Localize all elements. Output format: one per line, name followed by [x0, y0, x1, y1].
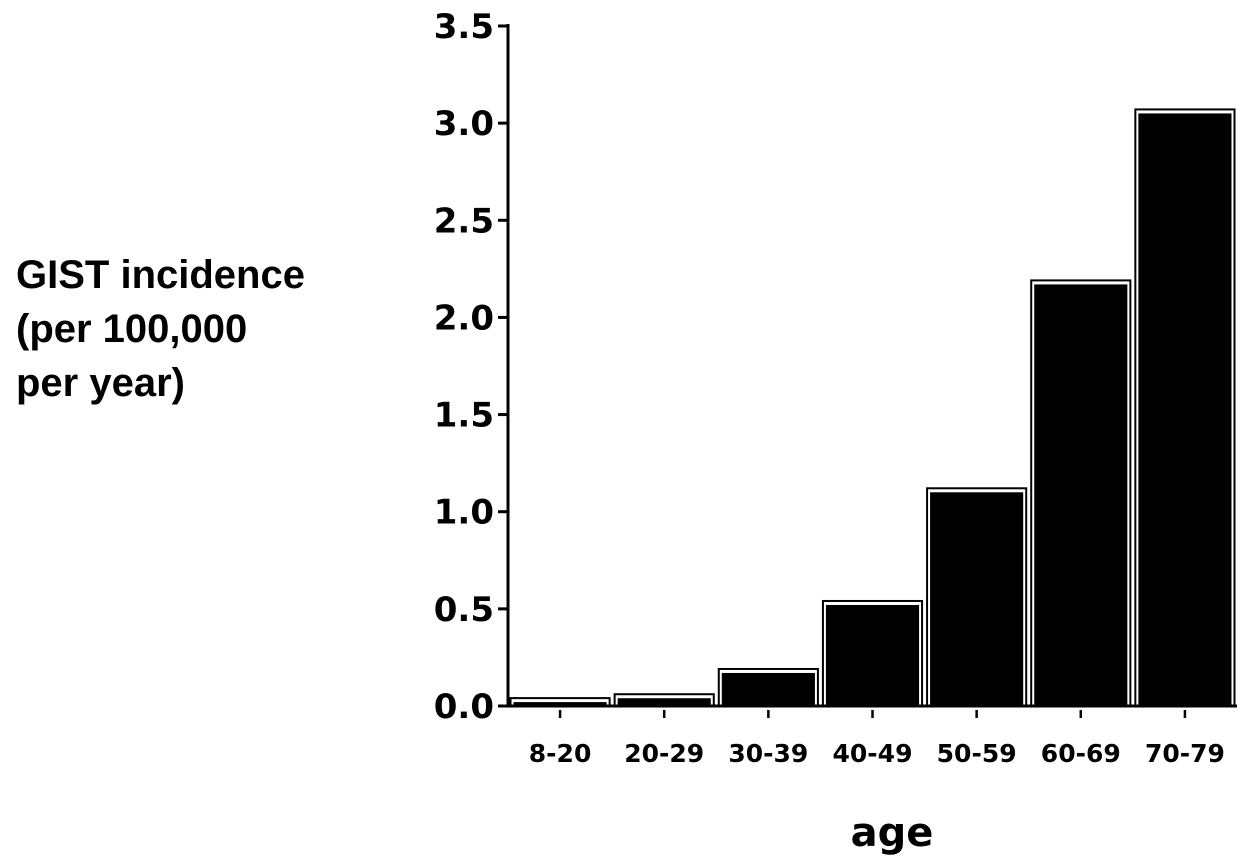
bar-30-39 — [717, 667, 819, 708]
bar-70-79 — [1134, 108, 1236, 707]
y-axis-ticks: 0.0 0.5 1.0 1.5 2.0 2.5 3.0 3.5 — [434, 7, 508, 727]
x-tick-label: 70-79 — [1145, 739, 1225, 768]
bar-fill — [930, 492, 1024, 706]
y-axis-title-line-2: (per 100,000 — [16, 307, 247, 351]
bar-fill — [721, 672, 815, 706]
bars — [509, 108, 1236, 708]
y-tick-label: 2.5 — [434, 201, 494, 241]
bar-60-69 — [1030, 279, 1132, 707]
y-tick-label: 1.5 — [434, 396, 494, 436]
y-tick-label: 2.0 — [434, 298, 494, 338]
bar-50-59 — [926, 487, 1028, 707]
axes — [506, 24, 1237, 708]
y-tick-label: 0.0 — [434, 687, 494, 727]
y-tick-label: 0.5 — [434, 590, 494, 630]
x-tick-label: 40-49 — [833, 739, 913, 768]
x-tick-label: 50-59 — [937, 739, 1017, 768]
bar-20-29 — [613, 693, 715, 708]
bar-fill — [825, 604, 920, 706]
x-tick-label: 8-20 — [529, 739, 592, 768]
y-tick-label: 3.5 — [434, 7, 494, 47]
bar-fill — [617, 698, 711, 706]
y-axis-title-line-1: GIST incidence — [16, 253, 305, 297]
x-tick-label: 60-69 — [1041, 739, 1121, 768]
x-axis-title: age — [851, 810, 934, 856]
x-tick-label: 30-39 — [728, 739, 808, 768]
x-tick-label: 20-29 — [624, 739, 704, 768]
bar-40-49 — [821, 599, 924, 708]
x-axis-ticks: 8-20 20-29 30-39 40-49 50-59 60-69 70-79 — [529, 710, 1225, 768]
bar-fill — [1138, 113, 1232, 706]
y-axis-title: GIST incidence (per 100,000 per year) — [16, 253, 305, 405]
bar-fill — [513, 702, 607, 706]
y-tick-label: 1.0 — [434, 493, 494, 533]
y-tick-label: 3.0 — [434, 104, 494, 144]
y-axis-title-line-3: per year) — [16, 361, 185, 405]
bar-fill — [1034, 284, 1128, 706]
